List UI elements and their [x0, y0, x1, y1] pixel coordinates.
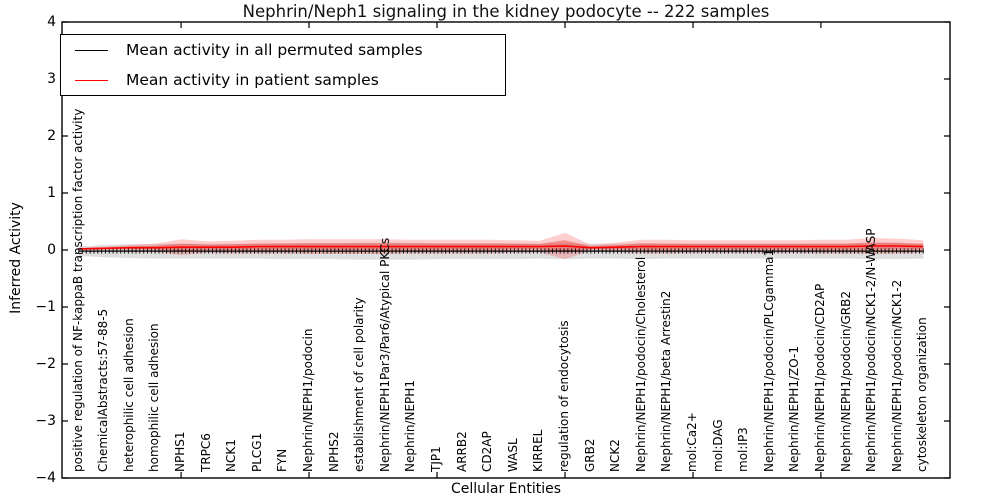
axes-frame [61, 21, 951, 479]
x-category-label: mol:IP3 [736, 427, 751, 472]
x-category-label: regulation of endocytosis [556, 320, 571, 472]
x-category-label: homophilic cell adhesion [147, 323, 162, 472]
x-category-label: Nephrin/NEPH1/podocin/NCK1-2 [889, 279, 904, 472]
x-axis-label: Cellular Entities [450, 481, 562, 497]
x-category-label: NPHS2 [326, 431, 341, 473]
legend-line-sample-icon [75, 79, 108, 81]
x-category-label: Nephrin/NEPH1/podocin [301, 328, 316, 472]
x-category-label: Nephrin/NEPH1/ZO-1 [787, 346, 802, 472]
x-category-label: Nephrin/NEPH1/podocin/PLCgamma1 [761, 248, 776, 472]
y-tick-label: −4 [35, 470, 56, 486]
x-category-label: Nephrin/NEPH1/podocin/CD2AP [812, 283, 827, 472]
y-tick-label: −3 [35, 413, 56, 429]
legend-row: Mean activity in all permuted samples [75, 38, 505, 62]
legend-label: Mean activity in all permuted samples [126, 41, 423, 59]
x-category-label: NPHS1 [173, 431, 188, 473]
x-category-label: mol:Ca2+ [684, 412, 699, 472]
y-tick-label: 1 [47, 185, 56, 201]
y-tick-label: −1 [35, 299, 56, 315]
x-category-label: TJP1 [429, 446, 443, 472]
x-category-label: CD2AP [480, 431, 495, 472]
x-category-label: ChemicalAbstracts:57-88-5 [96, 308, 111, 472]
y-tick-label: 0 [47, 242, 56, 258]
x-category-label: Nephrin/NEPH1/beta Arrestin2 [659, 290, 674, 472]
x-category-label: PLCG1 [249, 432, 264, 472]
x-category-label: WASL [505, 438, 520, 472]
x-category-label: Nephrin/NEPH1/podocin/NCK1-2/N-WASP [864, 228, 879, 472]
chart-title: Nephrin/Neph1 signaling in the kidney po… [242, 2, 770, 21]
x-category-label: positive regulation of NF-kappaB transcr… [70, 108, 85, 472]
x-category-label: Nephrin/NEPH1Par3/Par6/Atypical PKCs [377, 237, 392, 472]
y-tick-label: −2 [35, 356, 56, 372]
x-category-label: mol:DAG [710, 419, 725, 472]
x-category-label: TRPC6 [198, 433, 213, 472]
legend-line-sample-icon [75, 49, 108, 51]
x-category-label: Nephrin/NEPH1 [403, 380, 418, 472]
x-category-label: KIRREL [531, 429, 546, 472]
x-category-label: Nephrin/NEPH1/podocin/GRB2 [838, 291, 853, 472]
x-category-label: Nephrin/NEPH1/podocin/Cholesterol [633, 256, 648, 472]
y-tick-label: 2 [47, 128, 56, 144]
x-category-label: NCK1 [224, 439, 239, 472]
legend: Mean activity in all permuted samples Mea… [60, 34, 506, 96]
y-tick-label: 3 [47, 71, 56, 87]
x-category-label: ARRB2 [454, 431, 469, 472]
patient-mean-line [78, 245, 924, 250]
legend-label: Mean activity in patient samples [126, 71, 379, 89]
y-tick-label: 4 [47, 14, 56, 30]
x-category-label: GRB2 [582, 438, 597, 472]
x-category-label: establishment of cell polarity [352, 297, 367, 472]
x-category-label: FYN [275, 448, 290, 472]
x-category-label: NCK2 [608, 439, 623, 472]
x-category-label: heterophilic cell adhesion [121, 318, 136, 472]
x-category-label: cytoskeleton organization [915, 317, 930, 472]
legend-row: Mean activity in patient samples [75, 68, 505, 92]
